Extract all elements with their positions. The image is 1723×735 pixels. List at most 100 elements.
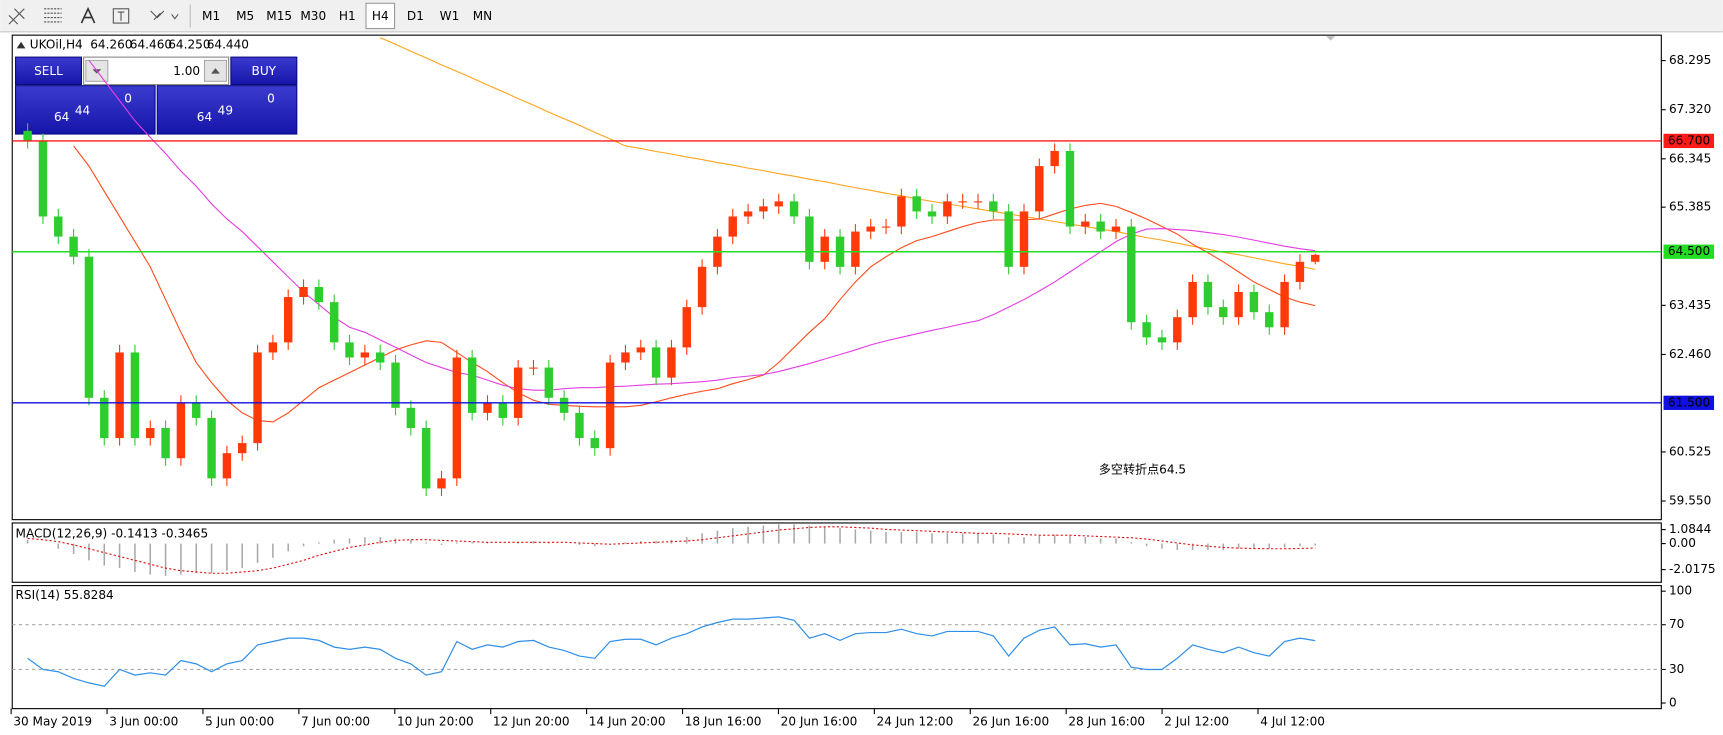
price-label: 61.500 xyxy=(1668,395,1710,409)
moving-average xyxy=(379,37,1316,270)
indicator-title: RSI(14) 55.8284 xyxy=(16,588,114,602)
candle-body xyxy=(1096,221,1105,232)
timeframe-button[interactable]: H1 xyxy=(339,9,356,23)
candle-body xyxy=(621,352,630,363)
candle-body xyxy=(1065,150,1075,227)
timeframe-button[interactable]: M5 xyxy=(236,9,254,23)
candle-body xyxy=(1019,211,1029,267)
candle-body xyxy=(161,428,170,459)
buy-button[interactable] xyxy=(230,56,298,86)
y-tick-label: 63.435 xyxy=(1669,298,1711,312)
candle-body xyxy=(774,201,783,207)
candle-body xyxy=(176,402,186,459)
candle-body xyxy=(253,352,262,444)
timeframe-button[interactable]: H4 xyxy=(372,9,389,23)
candle-body xyxy=(84,256,94,398)
lot-value[interactable]: 1.00 xyxy=(173,64,200,78)
buy-price-main: 49 xyxy=(218,103,233,117)
candle-body xyxy=(559,397,569,413)
price-label-bg xyxy=(1663,133,1715,149)
y-tick-label: 67.320 xyxy=(1669,102,1711,116)
x-tick-label: 12 Jun 20:00 xyxy=(493,714,570,728)
candle-body xyxy=(54,216,63,237)
candle-body xyxy=(345,342,354,358)
candle-body xyxy=(1111,226,1121,232)
x-tick-label: 30 May 2019 xyxy=(13,714,92,728)
timeframe-button[interactable]: W1 xyxy=(440,9,460,23)
candle-body xyxy=(728,216,737,237)
y-tick-label: 59.550 xyxy=(1669,494,1711,508)
candle-body xyxy=(943,201,952,217)
candle-body xyxy=(146,428,155,439)
sell-price-main: 44 xyxy=(75,103,90,117)
candle-body xyxy=(958,201,967,203)
x-tick-label: 10 Jun 20:00 xyxy=(397,714,474,728)
candle-body xyxy=(1219,307,1228,318)
timeframe-button[interactable]: M1 xyxy=(202,9,220,23)
x-tick-label: 28 Jun 16:00 xyxy=(1068,714,1145,728)
candle-body xyxy=(1035,166,1044,212)
macd-signal xyxy=(27,526,1316,574)
candle-body xyxy=(391,362,400,408)
candle-body xyxy=(421,428,431,489)
header-value: 64.440 xyxy=(207,38,249,52)
one-click-trading: SELL 1.00 BUY 64 44 0 64 49 0 xyxy=(14,56,298,135)
candle-body xyxy=(851,231,860,267)
annotation: 多空转折点64.5 xyxy=(1099,462,1186,477)
candle-body xyxy=(329,302,339,343)
candle-body xyxy=(375,352,385,363)
candle-body xyxy=(1142,322,1151,338)
candle-body xyxy=(697,266,707,308)
y-tick-label: 62.460 xyxy=(1669,347,1711,361)
sell-label[interactable]: SELL xyxy=(34,64,63,78)
y-tick-label: -2.0175 xyxy=(1669,562,1716,576)
candle-body xyxy=(1234,292,1243,318)
buy-price-box[interactable] xyxy=(156,85,298,135)
label-icon[interactable] xyxy=(112,8,130,24)
price-label: 66.700 xyxy=(1668,133,1710,147)
sell-price-box[interactable] xyxy=(14,85,156,135)
candle-body xyxy=(1280,281,1289,328)
timeframe-button[interactable]: M15 xyxy=(266,9,292,23)
candle-body xyxy=(636,347,645,353)
buy-label[interactable]: BUY xyxy=(252,64,277,78)
fibo-lines-icon[interactable] xyxy=(44,8,62,23)
fibo-icon[interactable] xyxy=(8,8,25,25)
candle-body xyxy=(23,130,32,141)
candle-body xyxy=(38,140,48,217)
candle-body xyxy=(238,443,247,454)
x-tick-label: 24 Jun 12:00 xyxy=(877,714,954,728)
candle-body xyxy=(130,352,140,439)
label-icon-t[interactable] xyxy=(117,11,125,21)
sell-button[interactable] xyxy=(14,56,83,86)
candle-body xyxy=(1203,281,1213,308)
candle-body xyxy=(69,236,78,257)
sell-price-small: 0 xyxy=(124,91,132,105)
candle-body xyxy=(1311,254,1320,262)
candle-body xyxy=(1081,221,1090,227)
candle-body xyxy=(314,286,324,303)
candle-body xyxy=(805,216,814,262)
y-tick-label: 0 xyxy=(1669,696,1677,710)
candle-body xyxy=(897,196,906,227)
plot-area xyxy=(23,37,1320,496)
timeframe-button[interactable]: D1 xyxy=(407,9,424,23)
candle-body xyxy=(529,367,538,369)
buy-price-big: 64 xyxy=(197,110,212,124)
candle-body xyxy=(912,196,921,212)
candle-body xyxy=(743,211,753,217)
price-label-bg xyxy=(1663,244,1715,259)
x-tick-label: 14 Jun 20:00 xyxy=(589,714,666,728)
timeframe-button[interactable]: M30 xyxy=(300,9,326,23)
arrows-icon[interactable] xyxy=(150,10,179,21)
timeframe-button[interactable]: MN xyxy=(473,9,492,23)
candle-body xyxy=(406,407,416,429)
y-tick-label: 30 xyxy=(1669,662,1684,676)
text-icon[interactable] xyxy=(80,6,96,24)
active-timeframe xyxy=(365,2,396,30)
header-value: 64.460 xyxy=(130,38,172,52)
toolbar xyxy=(0,0,1723,32)
macd-panel xyxy=(11,522,1662,583)
candle-body xyxy=(1173,317,1182,343)
